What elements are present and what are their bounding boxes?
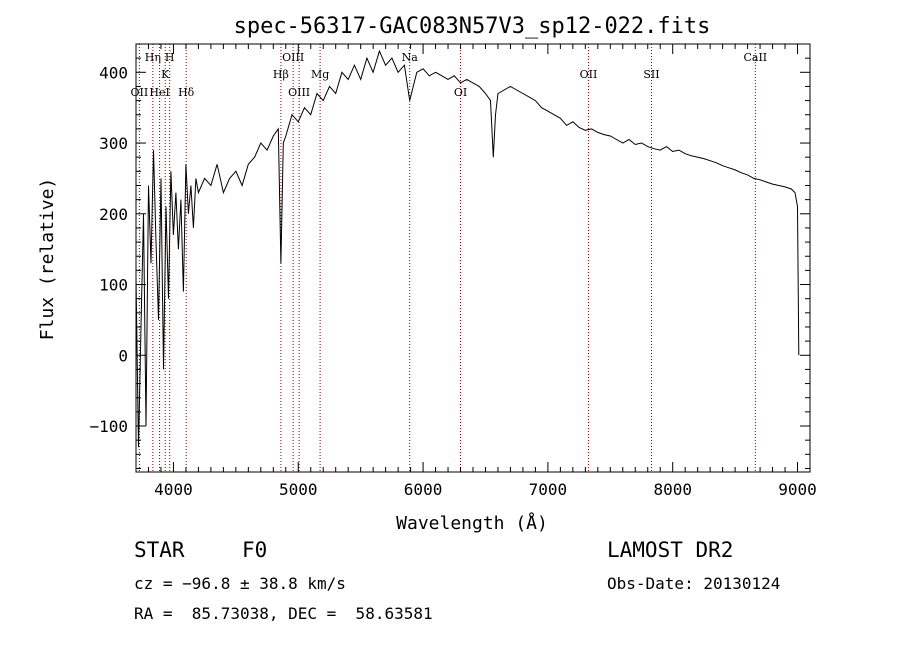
y-tick-label: 400 <box>99 63 128 82</box>
x-axis: 4000 5000 6000 7000 8000 9000 <box>135 44 817 499</box>
x-tick-label: 6000 <box>404 480 443 499</box>
marker-label: Hβ <box>273 68 289 81</box>
marker-label: CaII <box>743 51 767 64</box>
marker-label: OII <box>580 68 598 81</box>
marker-label: OIII <box>288 86 310 99</box>
y-axis: −100 0 100 200 300 400 <box>89 43 810 469</box>
y-tick-label: 300 <box>99 134 128 153</box>
marker-label: Hη <box>145 51 161 64</box>
x-tick-label: 8000 <box>653 480 692 499</box>
obs-date-text: Obs-Date: 20130124 <box>607 574 781 593</box>
marker-label: OI <box>454 86 467 99</box>
x-tick-label: 7000 <box>529 480 568 499</box>
marker-label: OIII <box>282 51 304 64</box>
marker-label: K <box>161 68 170 81</box>
marker-label: OII <box>131 86 149 99</box>
y-tick-label: 100 <box>99 276 128 295</box>
marker-label: HeI <box>149 86 169 99</box>
x-tick-label: 9000 <box>778 480 817 499</box>
marker-label: H <box>165 51 175 64</box>
x-axis-label: Wavelength (Å) <box>396 512 548 534</box>
spectrum-line <box>135 49 800 448</box>
x-tick-label: 4000 <box>154 480 193 499</box>
marker-label: Mg <box>311 68 329 81</box>
chart-title: spec-56317-GAC083N57V3_sp12-022.fits <box>234 14 711 39</box>
survey-label: LAMOST DR2 <box>607 538 734 562</box>
coordinates-text: RA = 85.73038, DEC = 58.63581 <box>134 604 433 623</box>
y-tick-label: 0 <box>118 346 128 365</box>
marker-label: Hδ <box>178 86 195 99</box>
y-tick-label: 200 <box>99 205 128 224</box>
y-axis-label: Flux (relative) <box>37 178 58 341</box>
class-label: STAR <box>134 538 185 562</box>
marker-label: SII <box>643 68 659 81</box>
redshift-text: cz = −96.8 ± 38.8 km/s <box>134 574 346 593</box>
plot-frame <box>135 43 811 473</box>
subclass-label: F0 <box>242 538 268 562</box>
x-tick-label: 5000 <box>279 480 318 499</box>
marker-label: Na <box>402 51 419 64</box>
y-tick-label: −100 <box>89 417 128 436</box>
